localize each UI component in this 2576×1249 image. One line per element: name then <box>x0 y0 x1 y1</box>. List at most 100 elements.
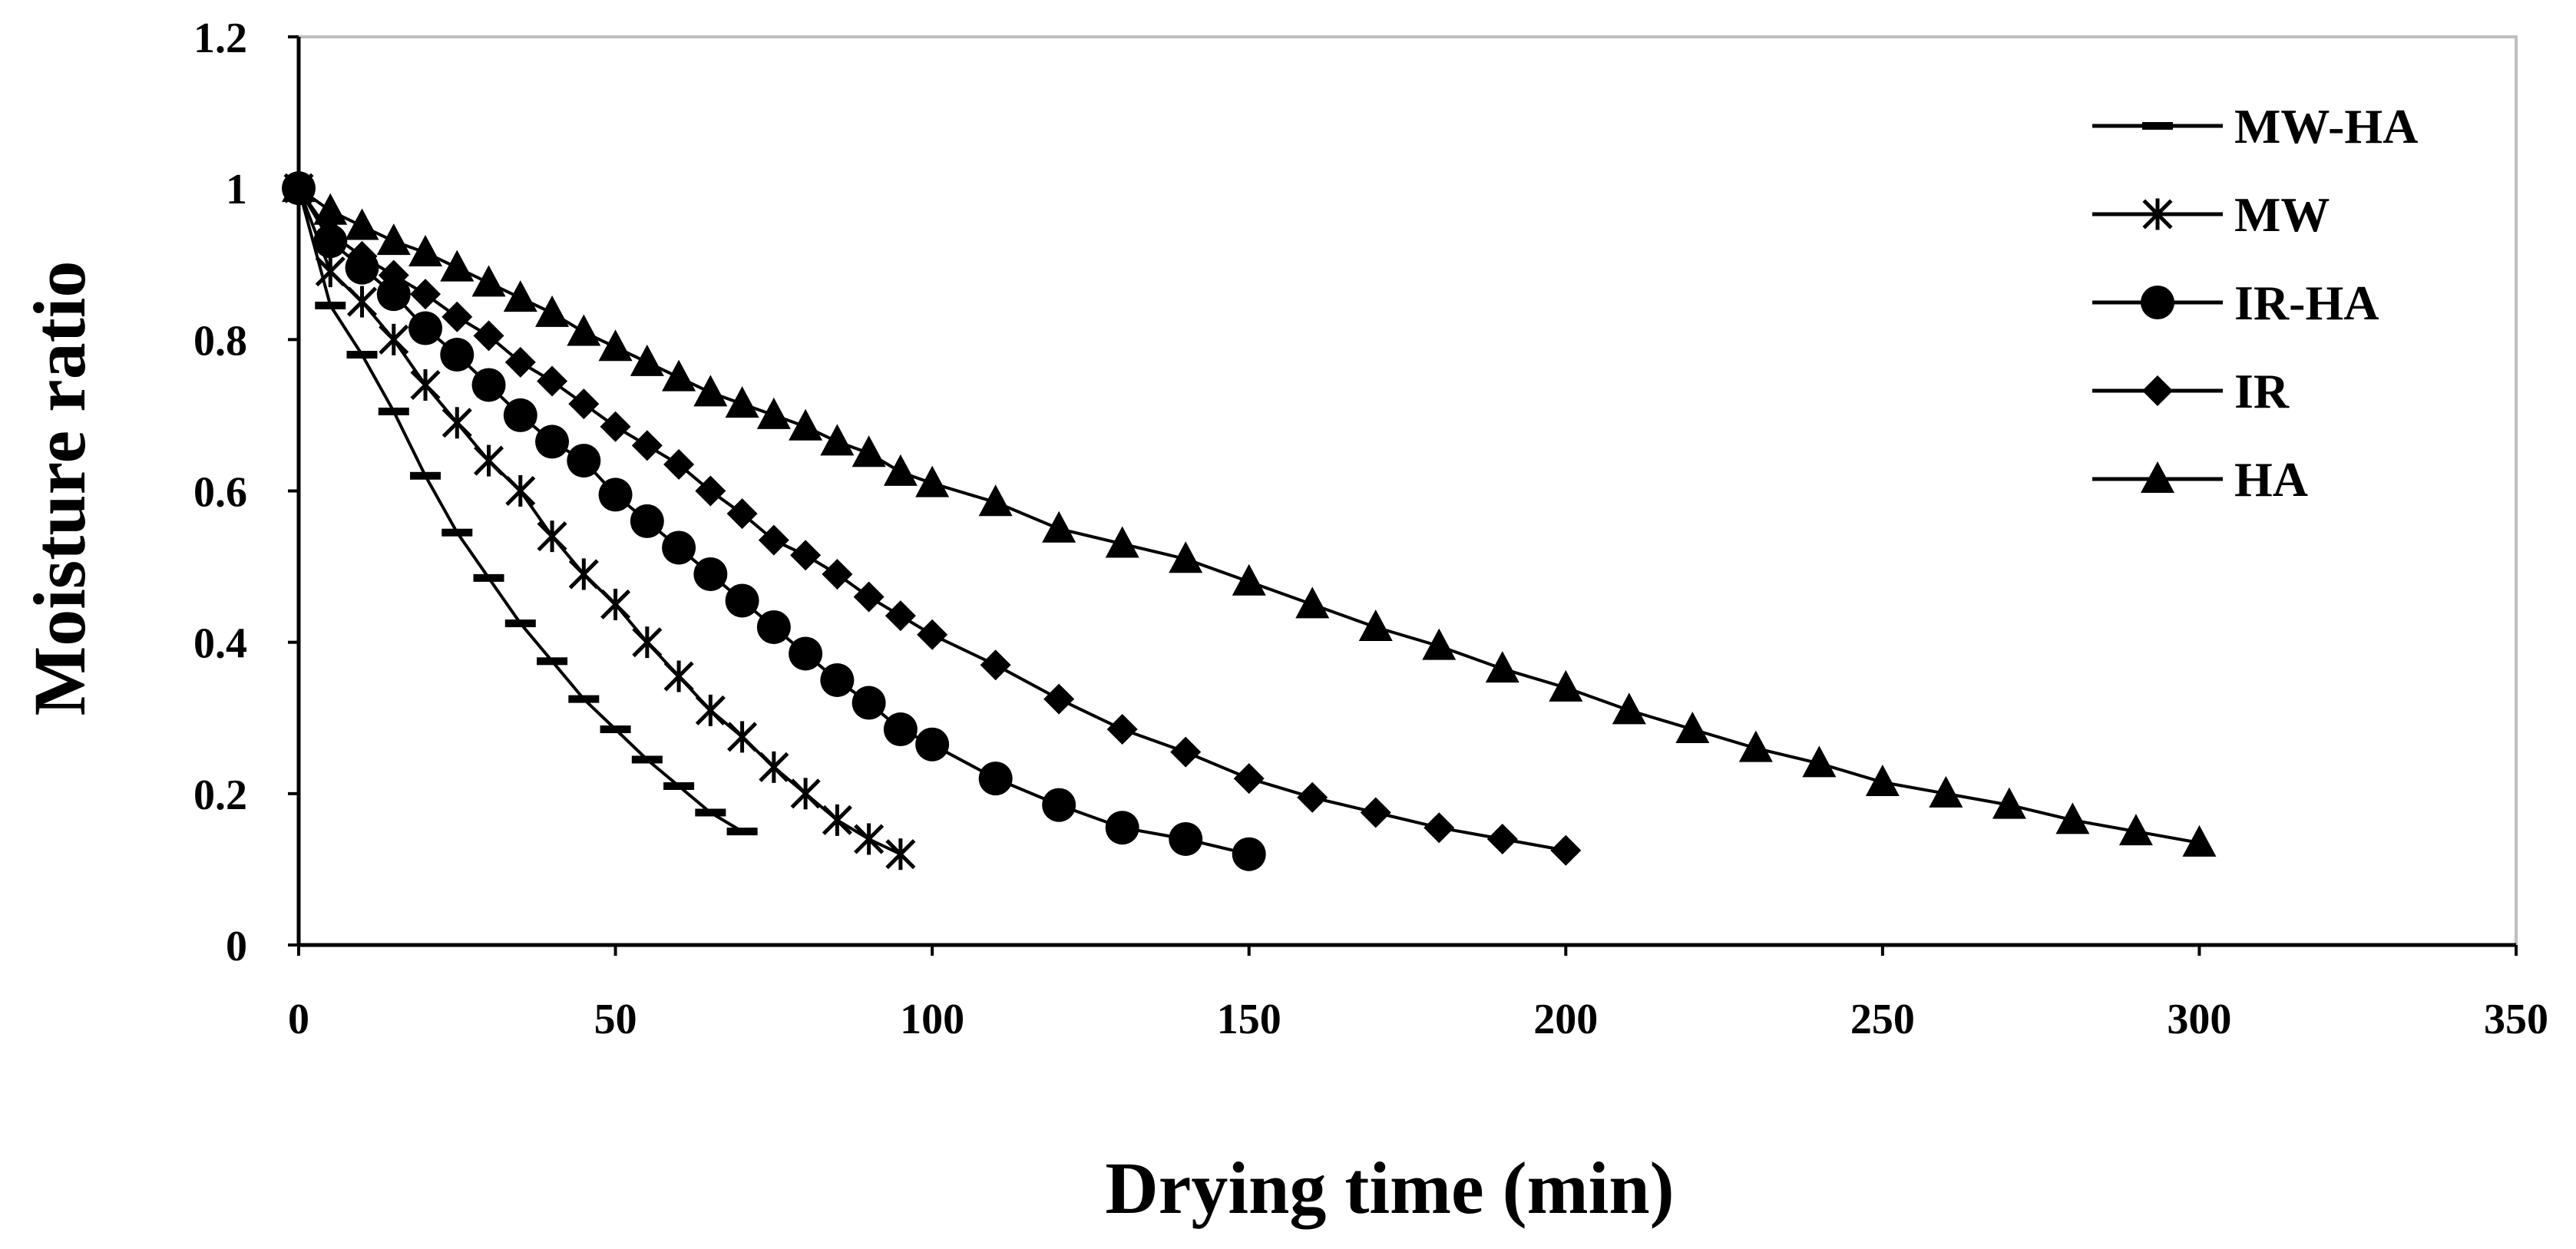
data-point-mw-ha <box>504 620 536 628</box>
data-point-ha <box>1169 541 1203 573</box>
data-point-ha <box>662 359 696 392</box>
data-point-mw <box>315 256 346 288</box>
legend-label-ir: IR <box>2234 364 2290 418</box>
data-point-ha <box>282 170 316 203</box>
asterisk-stroke <box>695 695 726 725</box>
y-tick-label: 1 <box>226 166 247 213</box>
data-point-ha <box>1422 628 1457 660</box>
data-point-mw <box>474 444 504 477</box>
series-ir <box>283 173 1582 866</box>
legend-marker-mw-ha <box>2142 122 2173 130</box>
asterisk-stroke <box>315 256 346 287</box>
data-point-ir <box>1486 823 1518 854</box>
legend-item-ir: IR <box>2092 364 2290 418</box>
data-point-mw-ha <box>441 528 473 537</box>
asterisk-stroke <box>537 521 567 552</box>
legend-item-mw-ha: MW-HA <box>2092 99 2418 154</box>
data-point-ir <box>980 649 1011 681</box>
data-point-ir <box>885 600 916 632</box>
asterisk-stroke <box>822 805 852 835</box>
data-point-ha <box>503 280 537 312</box>
data-point-ha <box>535 295 570 327</box>
x-tick-label: 250 <box>1850 996 1915 1043</box>
data-point-mw-ha <box>537 657 568 666</box>
data-point-ha <box>2118 814 2153 846</box>
asterisk-stroke <box>346 286 378 317</box>
data-point-ha <box>471 265 506 297</box>
data-point-ha <box>1105 526 1139 558</box>
data-point-mw <box>663 660 694 692</box>
data-point-ir <box>631 430 663 461</box>
data-point-ha <box>1358 609 1393 641</box>
asterisk-stroke <box>568 559 599 590</box>
x-axis-title: Drying time (min) <box>1105 1147 1674 1229</box>
data-point-ha <box>408 234 443 266</box>
data-point-ha <box>376 223 411 256</box>
data-point-ir <box>1550 834 1582 866</box>
legend-marker-ir-ha <box>2141 286 2174 319</box>
legend: MW-HA MW IR-HA IR HA <box>2092 99 2418 507</box>
x-tick-label: 150 <box>1217 996 1281 1043</box>
data-point-ir-ha <box>662 530 696 565</box>
data-point-ha <box>1865 765 1900 797</box>
legend-label-mw-ha: MW-HA <box>2234 99 2418 154</box>
data-point-ha <box>630 344 664 376</box>
y-tick-label: 0.6 <box>193 469 247 517</box>
data-point-mw <box>441 407 472 439</box>
data-point-ir <box>346 240 378 272</box>
data-point-mw <box>727 721 758 753</box>
legend-label-mw: MW <box>2234 187 2330 242</box>
data-point-ir-ha <box>852 686 886 720</box>
data-point-mw-ha <box>631 755 663 764</box>
data-point-ha <box>2055 802 2090 834</box>
data-point-ha <box>598 329 633 362</box>
data-point-ha <box>915 465 950 497</box>
data-point-ir <box>853 581 885 613</box>
data-point-ha <box>1992 787 2026 819</box>
data-point-ha <box>1929 775 1963 808</box>
data-point-ir <box>1424 812 1455 844</box>
data-point-ha <box>1612 692 1646 725</box>
data-point-ir-ha <box>820 662 855 697</box>
x-tick-label: 50 <box>594 996 637 1043</box>
data-point-mw-ha <box>410 471 441 480</box>
data-point-ha <box>313 193 348 225</box>
data-point-ir <box>378 259 409 291</box>
x-tick-label: 300 <box>2167 996 2231 1043</box>
data-point-ir-ha <box>1105 811 1139 845</box>
data-point-ha <box>345 208 379 240</box>
data-point-ir <box>568 388 600 420</box>
data-point-ha <box>820 424 855 456</box>
data-point-ir <box>473 320 504 352</box>
data-point-ir <box>695 475 726 507</box>
data-point-ha <box>789 408 823 441</box>
asterisk-stroke <box>727 722 758 752</box>
asterisk-stroke <box>600 589 631 620</box>
data-point-ir <box>537 365 568 397</box>
asterisk-stroke <box>790 778 821 809</box>
y-tick-label: 0.4 <box>193 620 247 668</box>
data-point-ir <box>410 279 441 310</box>
data-point-mw <box>790 778 821 810</box>
y-tick-label: 0.8 <box>193 317 247 365</box>
legend-label-ir-ha: IR-HA <box>2234 276 2379 330</box>
data-point-ir <box>663 448 695 480</box>
asterisk-stroke <box>885 839 916 870</box>
data-point-mw-ha <box>663 781 695 790</box>
series-ha <box>282 170 2217 857</box>
data-point-mw <box>410 368 441 401</box>
x-tick-label: 200 <box>1533 996 1598 1043</box>
data-point-ir <box>315 218 346 249</box>
data-point-ha <box>567 314 601 346</box>
data-point-ha <box>440 249 475 282</box>
data-point-ir-ha <box>503 398 537 432</box>
axes: 0 0.2 0.4 0.6 0.8 1 1.2 0 50 100 150 200 250 300 350 <box>193 15 2548 1043</box>
data-point-ir-ha <box>567 444 601 478</box>
data-point-ir-ha <box>598 477 633 512</box>
asterisk-stroke <box>759 752 789 782</box>
data-point-ir-ha <box>1042 788 1076 822</box>
data-point-ha <box>1738 730 1773 762</box>
data-point-ir <box>1360 797 1391 828</box>
data-point-ir-ha <box>883 712 918 747</box>
